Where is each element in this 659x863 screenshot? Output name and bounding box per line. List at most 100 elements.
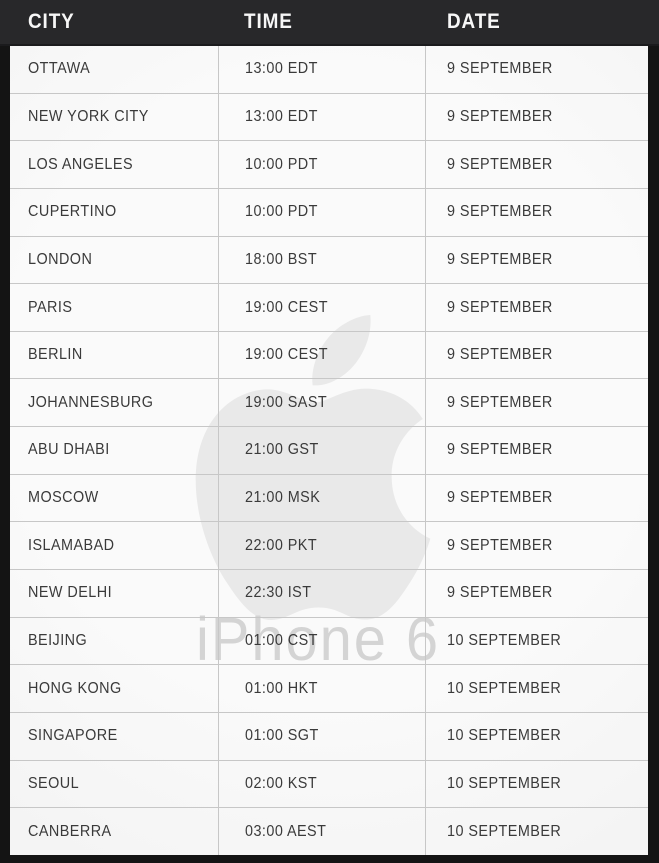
- table-row: PARIS 19:00 CEST 9 SEPTEMBER: [10, 284, 648, 332]
- table-rows: OTTAWA 13:00 EDT 9 SEPTEMBER NEW YORK CI…: [10, 46, 648, 855]
- time-cell: 22:30 IST: [218, 585, 425, 601]
- date-value: 9 SEPTEMBER: [447, 60, 553, 78]
- date-cell: 10 SEPTEMBER: [425, 822, 648, 840]
- time-value: 10:00 PDT: [245, 155, 318, 173]
- city-cell: ISLAMABAD: [10, 537, 218, 554]
- date-cell: 9 SEPTEMBER: [425, 204, 648, 220]
- date-value: 10 SEPTEMBER: [447, 727, 562, 745]
- time-cell: 13:00 EDT: [218, 61, 425, 77]
- column-header-time: TIME: [218, 10, 425, 34]
- date-value: 10 SEPTEMBER: [447, 822, 562, 840]
- date-value: 9 SEPTEMBER: [447, 250, 553, 268]
- city-cell: OTTAWA: [10, 61, 218, 77]
- iphone6-watermark-text: iPhone 6: [196, 605, 440, 673]
- city-value: SEOUL: [28, 774, 80, 792]
- table-row: BERLIN 19:00 CEST 9 SEPTEMBER: [10, 332, 648, 380]
- date-value: 10 SEPTEMBER: [447, 632, 562, 649]
- time-value: 01:00 CST: [245, 632, 318, 649]
- table-row: NEW YORK CITY 13:00 EDT 9 SEPTEMBER: [10, 94, 648, 142]
- date-value: 9 SEPTEMBER: [447, 393, 553, 411]
- date-cell: 9 SEPTEMBER: [425, 442, 648, 458]
- date-cell: 9 SEPTEMBER: [425, 155, 648, 173]
- column-divider-time-date: [425, 46, 426, 855]
- date-cell: 10 SEPTEMBER: [425, 774, 648, 792]
- time-cell: 13:00 EDT: [218, 108, 425, 125]
- date-value: 9 SEPTEMBER: [447, 489, 553, 507]
- city-value: NEW YORK CITY: [28, 107, 149, 125]
- table-row: SEOUL 02:00 KST 10 SEPTEMBER: [10, 761, 648, 809]
- date-value: 10 SEPTEMBER: [447, 774, 562, 792]
- date-cell: 9 SEPTEMBER: [425, 585, 648, 601]
- time-cell: 02:00 KST: [218, 774, 425, 792]
- date-cell: 9 SEPTEMBER: [425, 250, 648, 268]
- time-cell: 18:00 BST: [218, 250, 425, 268]
- date-cell: 9 SEPTEMBER: [425, 393, 648, 411]
- time-value: 03:00 AEST: [245, 822, 327, 840]
- date-cell: 10 SEPTEMBER: [425, 680, 648, 697]
- date-cell: 10 SEPTEMBER: [425, 633, 648, 649]
- table-row: LONDON 18:00 BST 9 SEPTEMBER: [10, 237, 648, 285]
- date-value: 9 SEPTEMBER: [447, 584, 553, 602]
- city-value: ABU DHABI: [28, 441, 110, 459]
- table-row: ABU DHABI 21:00 GST 9 SEPTEMBER: [10, 427, 648, 475]
- date-value: 9 SEPTEMBER: [447, 441, 553, 459]
- date-cell: 9 SEPTEMBER: [425, 299, 648, 316]
- time-cell: 01:00 SGT: [218, 728, 425, 744]
- city-cell: JOHANNESBURG: [10, 394, 218, 411]
- time-cell: 10:00 PDT: [218, 155, 425, 173]
- table-row: LOS ANGELES 10:00 PDT 9 SEPTEMBER: [10, 141, 648, 189]
- city-cell: SINGAPORE: [10, 728, 218, 744]
- time-value: 02:00 KST: [245, 774, 318, 792]
- city-value: LOS ANGELES: [28, 155, 134, 173]
- city-value: BERLIN: [28, 346, 83, 364]
- time-value: 10:00 PDT: [245, 203, 318, 221]
- table-row: NEW DELHI 22:30 IST 9 SEPTEMBER: [10, 570, 648, 618]
- date-cell: 9 SEPTEMBER: [425, 61, 648, 77]
- time-value: 19:00 CEST: [245, 298, 328, 316]
- city-cell: CUPERTINO: [10, 204, 218, 220]
- column-header-city-label: CITY: [28, 10, 75, 33]
- date-value: 9 SEPTEMBER: [447, 107, 553, 125]
- time-cell: 01:00 HKT: [218, 680, 425, 697]
- time-value: 18:00 BST: [245, 250, 318, 268]
- city-cell: HONG KONG: [10, 680, 218, 697]
- time-value: 19:00 SAST: [245, 393, 328, 411]
- time-value: 22:00 PKT: [245, 536, 318, 554]
- city-value: BEIJING: [28, 632, 88, 649]
- table-row: CUPERTINO 10:00 PDT 9 SEPTEMBER: [10, 189, 648, 237]
- table-row: SINGAPORE 01:00 SGT 10 SEPTEMBER: [10, 713, 648, 761]
- time-value: 13:00 EDT: [245, 60, 318, 78]
- date-value: 9 SEPTEMBER: [447, 203, 553, 221]
- table-row: JOHANNESBURG 19:00 SAST 9 SEPTEMBER: [10, 379, 648, 428]
- time-cell: 21:00 GST: [218, 442, 425, 458]
- table-row: MOSCOW 21:00 MSK 9 SEPTEMBER: [10, 475, 648, 523]
- city-cell: BEIJING: [10, 633, 218, 649]
- time-cell: 10:00 PDT: [218, 204, 425, 220]
- table-row: OTTAWA 13:00 EDT 9 SEPTEMBER: [10, 46, 648, 94]
- column-header-date-label: DATE: [447, 10, 501, 33]
- date-cell: 9 SEPTEMBER: [425, 107, 648, 125]
- time-value: 21:00 MSK: [245, 489, 321, 507]
- time-value: 21:00 GST: [245, 441, 319, 459]
- table-row: ISLAMABAD 22:00 PKT 9 SEPTEMBER: [10, 522, 648, 571]
- table-body: iPhone 6 OTTAWA 13:00 EDT 9 SEPTEMBER NE…: [10, 46, 648, 855]
- time-cell: 19:00 CEST: [218, 347, 425, 363]
- city-cell: NEW DELHI: [10, 585, 218, 601]
- column-header-city: CITY: [10, 10, 218, 34]
- city-value: CANBERRA: [28, 822, 112, 840]
- city-cell: LOS ANGELES: [10, 155, 218, 173]
- time-cell: 22:00 PKT: [218, 536, 425, 554]
- date-value: 9 SEPTEMBER: [447, 155, 553, 173]
- column-header-date: DATE: [425, 10, 648, 34]
- city-value: SINGAPORE: [28, 727, 118, 745]
- city-cell: MOSCOW: [10, 490, 218, 506]
- column-divider-city-time: [218, 46, 219, 855]
- city-value: LONDON: [28, 250, 93, 268]
- table-row: CANBERRA 03:00 AEST 10 SEPTEMBER: [10, 808, 648, 855]
- time-cell: 21:00 MSK: [218, 490, 425, 506]
- time-value: 01:00 SGT: [245, 727, 319, 745]
- time-cell: 19:00 SAST: [218, 393, 425, 411]
- city-cell: SEOUL: [10, 774, 218, 792]
- time-cell: 03:00 AEST: [218, 822, 425, 840]
